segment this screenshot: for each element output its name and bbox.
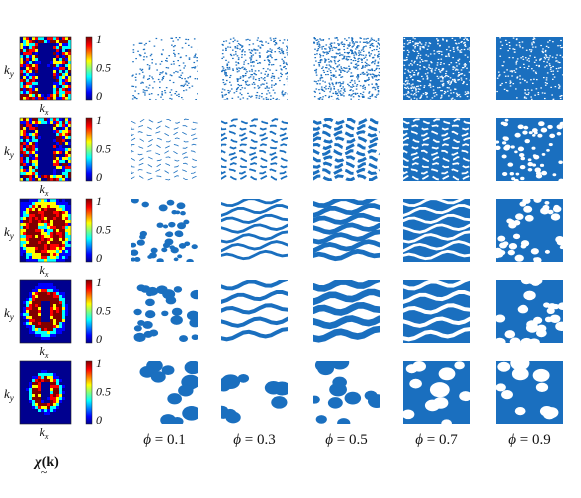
pattern-square <box>496 199 563 262</box>
pattern-square <box>403 361 470 424</box>
rows-layer: ky kx 1 0.5 0 ky kx 1 0.5 0 ky kx 1 0.5 0 ky kx 1 0.5 0 ky kx… <box>4 32 563 441</box>
pattern-square <box>403 37 470 100</box>
ky-label: ky <box>4 62 14 79</box>
colorbar <box>85 36 93 101</box>
ky-label: ky <box>4 143 14 160</box>
colorbar <box>85 198 93 263</box>
pattern-square <box>139 361 198 424</box>
pattern-square <box>313 199 380 262</box>
pattern-square <box>221 118 288 181</box>
phi-label: ϕ = 0.3 <box>233 432 275 448</box>
figure-row: ky kx 1 0.5 0 <box>4 32 563 117</box>
kx-label: kx <box>40 101 49 117</box>
phi-label: ϕ = 0.9 <box>508 432 550 448</box>
figure-row: ky kx 1 0.5 0 <box>4 356 563 441</box>
bottom-labels: χ(k) ~ ϕ = 0.1 ϕ = 0.3 ϕ = 0.5 ϕ = 0.7 ϕ = 0… <box>33 432 551 479</box>
pattern-square <box>221 37 288 100</box>
colorbar-tick-label: 1 <box>96 32 102 46</box>
spectrum-caption-tilde: ~ <box>41 465 48 479</box>
spectrum-heatmap <box>19 36 72 101</box>
ky-label: ky <box>4 386 14 403</box>
colorbar <box>85 360 93 425</box>
pattern-square <box>403 280 470 343</box>
phi-label: ϕ = 0.7 <box>415 432 458 448</box>
colorbar-tick-label: 0.5 <box>96 61 111 75</box>
spectrum-heatmap <box>19 198 72 263</box>
figure-row: ky kx 1 0.5 0 <box>4 194 563 279</box>
kx-label: kx <box>40 425 49 441</box>
phi-label: ϕ = 0.1 <box>143 432 185 448</box>
colorbar-tick-label: 1 <box>96 356 102 370</box>
kx-label: kx <box>40 182 49 198</box>
pattern-square <box>313 280 380 343</box>
pattern-square <box>403 199 470 262</box>
pattern-square <box>496 361 563 424</box>
colorbar-tick-label: 0.5 <box>96 223 111 237</box>
colorbar-tick-label: 0 <box>96 332 102 346</box>
pattern-square <box>221 199 288 261</box>
figure-row: ky kx 1 0.5 0 <box>4 113 563 198</box>
figure-row: ky kx 1 0.5 0 <box>4 275 563 360</box>
colorbar-tick-label: 1 <box>96 194 102 208</box>
colorbar-tick-label: 0 <box>96 170 102 184</box>
colorbar-tick-label: 1 <box>96 113 102 127</box>
colorbar-tick-label: 0 <box>96 251 102 265</box>
colorbar-tick-label: 0.5 <box>96 142 111 156</box>
pattern-square <box>313 37 380 100</box>
pattern-square <box>403 118 470 181</box>
pattern-square <box>131 37 198 100</box>
colorbar-tick-label: 0.5 <box>96 385 111 399</box>
pattern-square <box>313 361 380 424</box>
pattern-square <box>496 280 563 343</box>
pattern-square <box>131 199 198 262</box>
pattern-square <box>133 284 198 343</box>
colorbar <box>85 279 93 344</box>
pattern-square <box>221 280 288 342</box>
colorbar <box>85 117 93 182</box>
kx-label: kx <box>40 263 49 279</box>
pattern-square <box>496 118 563 181</box>
colorbar-tick-label: 0 <box>96 413 102 427</box>
spectrum-heatmap <box>19 117 72 182</box>
kx-label: kx <box>40 344 49 360</box>
colorbar-tick-label: 0.5 <box>96 304 111 318</box>
phi-label: ϕ = 0.5 <box>325 432 367 448</box>
spectrum-heatmap <box>19 279 72 344</box>
pattern-square <box>496 37 563 100</box>
ky-label: ky <box>4 224 14 241</box>
colorbar-tick-label: 0 <box>96 89 102 103</box>
spectrum-heatmap <box>19 360 72 425</box>
pattern-square <box>131 118 198 181</box>
pattern-square <box>313 118 380 181</box>
colorbar-tick-label: 1 <box>96 275 102 289</box>
ky-label: ky <box>4 305 14 322</box>
spectrum-caption: χ(k) <box>33 455 59 470</box>
pattern-square <box>221 373 288 424</box>
